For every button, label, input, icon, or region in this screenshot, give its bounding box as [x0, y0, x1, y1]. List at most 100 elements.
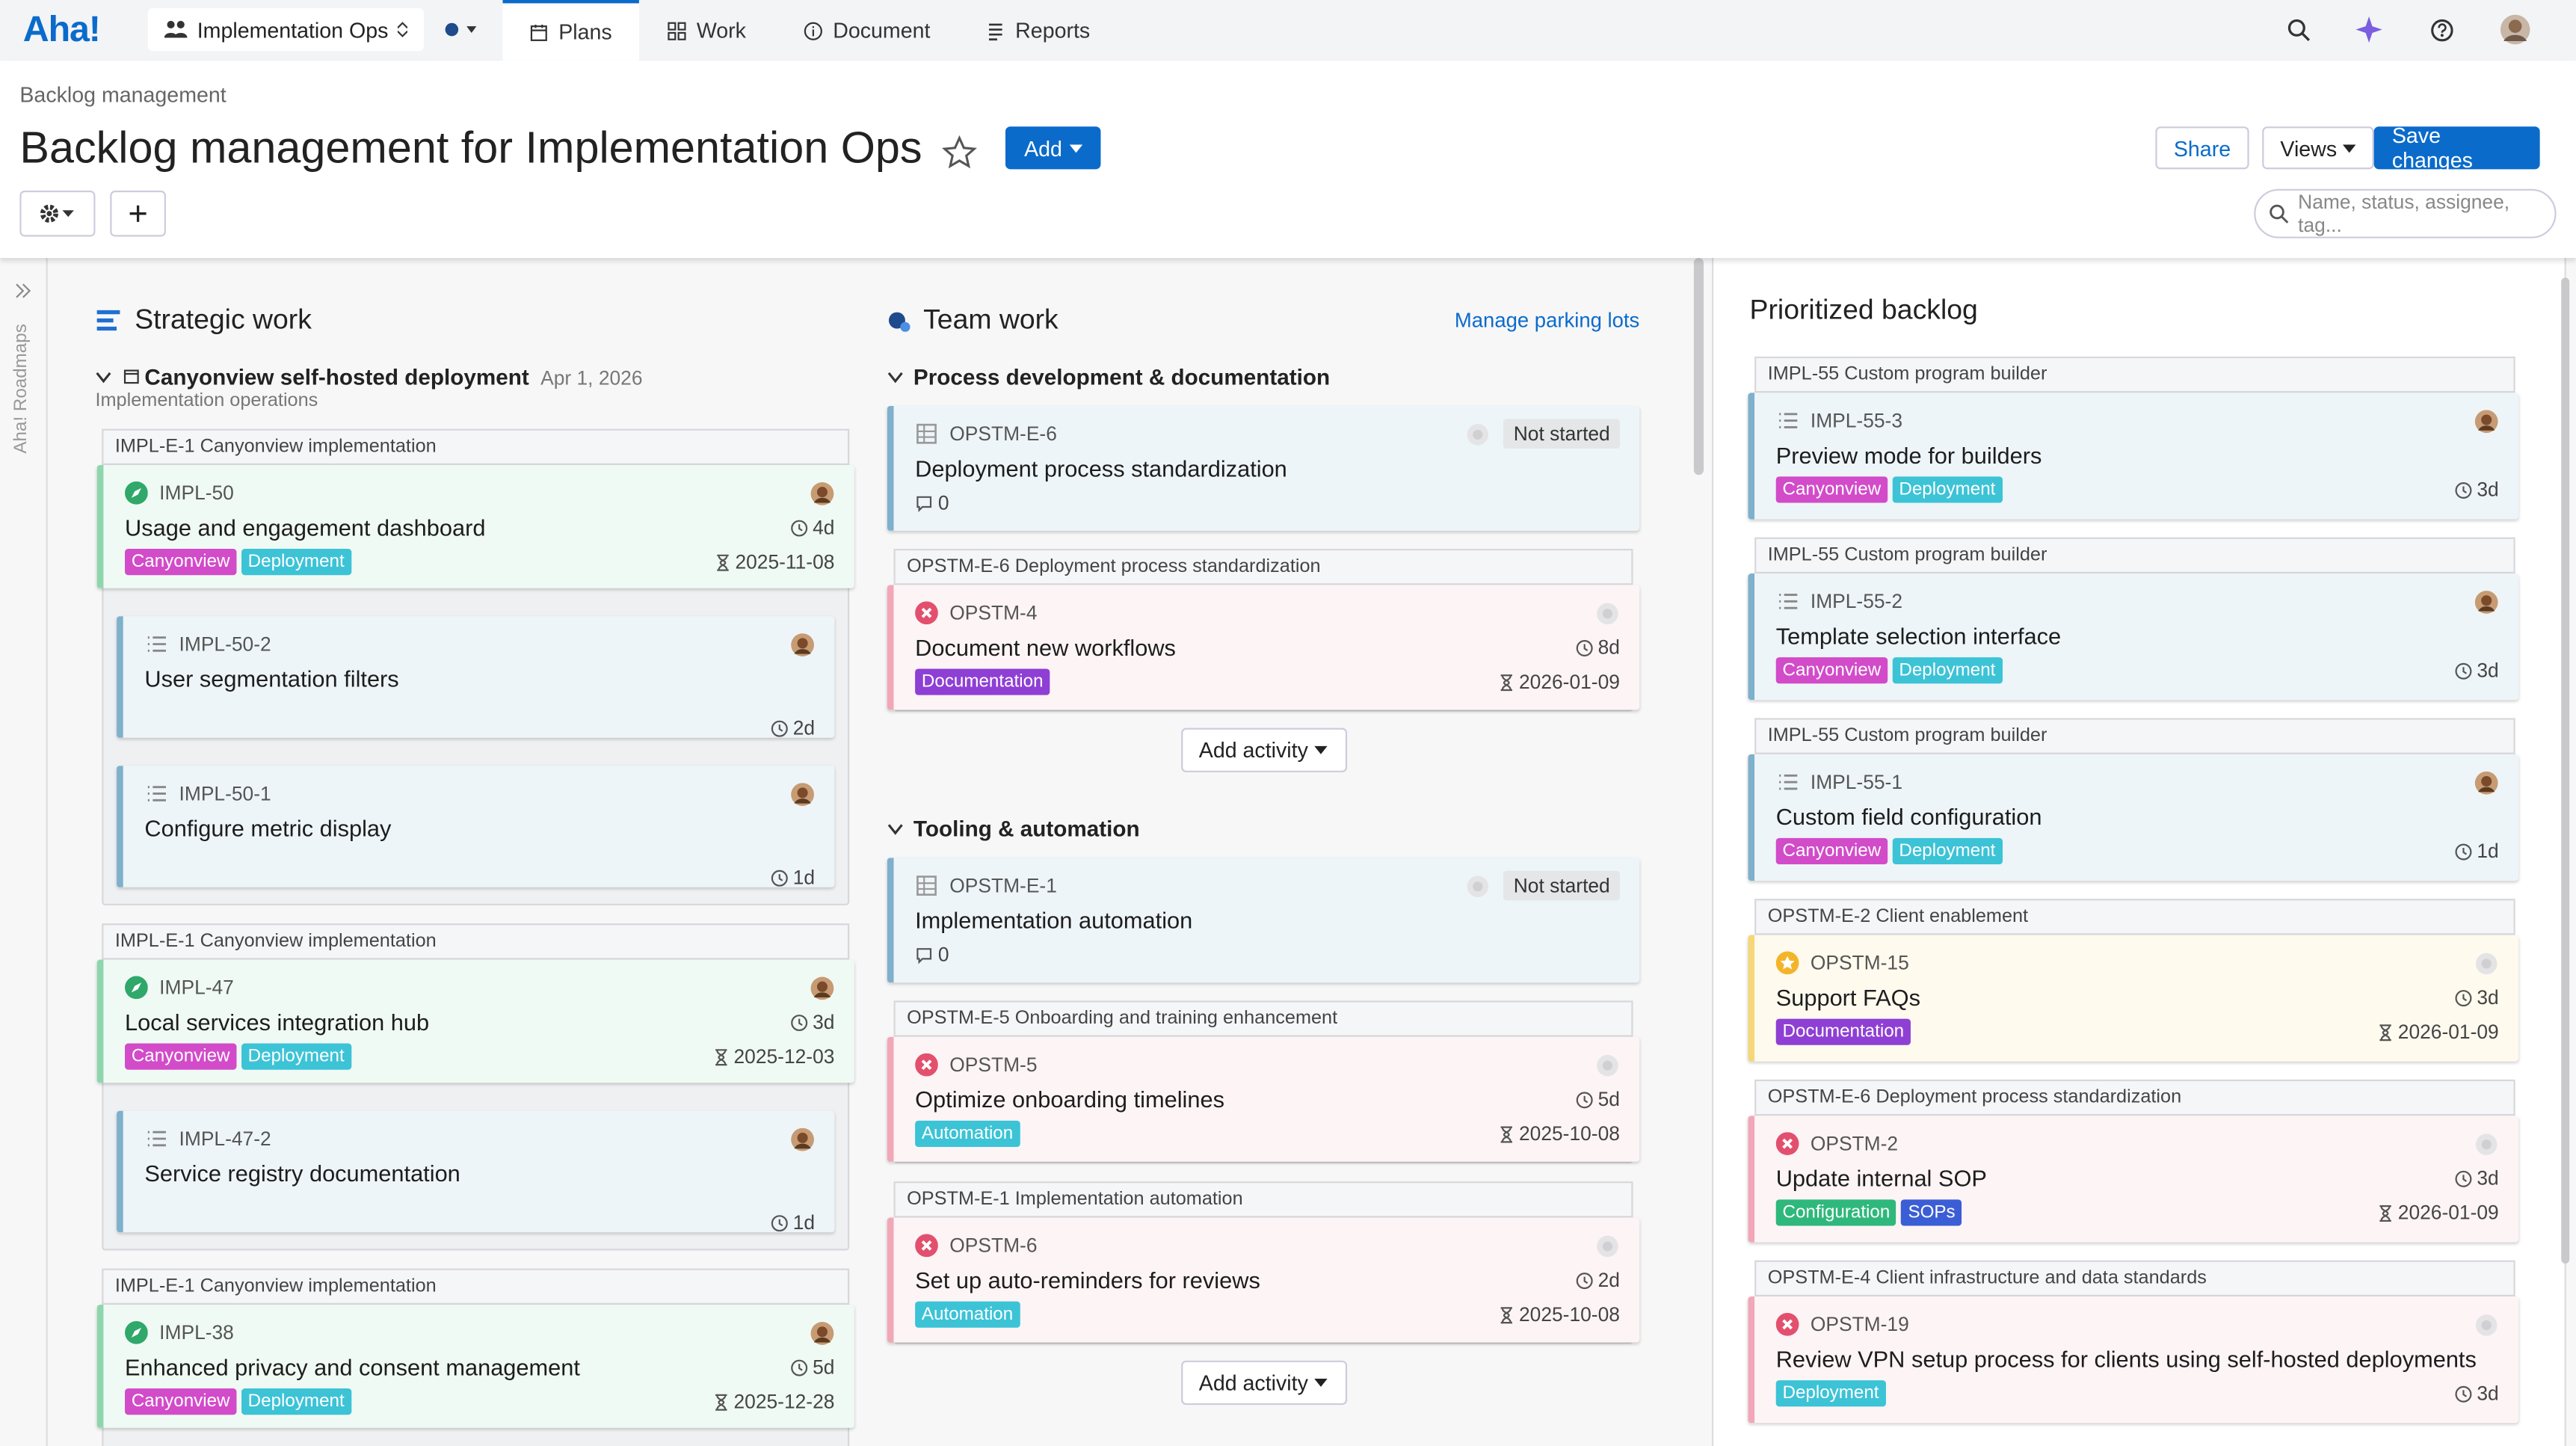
record-id: IMPL-47-2: [144, 1127, 271, 1150]
tag: Canyonview: [1775, 837, 1888, 864]
record-card[interactable]: IMPL-47 Local services integration hub 3d C…: [96, 959, 854, 1083]
card-status: [2474, 950, 2499, 975]
card-title-row: Optimize onboarding timelines 5d: [915, 1084, 1620, 1114]
estimate: 3d: [2454, 1166, 2499, 1190]
record-card[interactable]: IMPL-55-3 Preview mode for builders Canyon…: [1748, 393, 2519, 520]
tag: Canyonview: [1775, 476, 1888, 503]
section-header[interactable]: Process development & documentation: [887, 365, 1640, 390]
tags: 0: [915, 943, 949, 966]
scrollbar[interactable]: [1693, 258, 1704, 476]
share-button[interactable]: Share: [2155, 126, 2249, 170]
workspace-switcher[interactable]: Implementation Ops: [147, 7, 425, 52]
due-date: 2025-11-08: [714, 550, 834, 573]
record-card[interactable]: IMPL-50-2 User segmentation filters 2d: [117, 616, 835, 739]
sidebar[interactable]: Aha! Roadmaps: [0, 258, 48, 1446]
estimate: 3d: [2454, 479, 2499, 501]
tag: Deployment: [1775, 1380, 1886, 1407]
add-activity-button[interactable]: Add activity: [1180, 1360, 1347, 1406]
column-title: Team work: [887, 304, 1059, 337]
record-id-text: OPSTM-E-1: [949, 874, 1057, 897]
scrollbar[interactable]: [2561, 277, 2570, 1264]
hourglass-icon: [715, 1048, 727, 1065]
views-button[interactable]: Views: [2262, 126, 2374, 170]
card-status: [2474, 589, 2499, 614]
record-id-text: IMPL-55-2: [1810, 589, 1903, 613]
status-pill: Not started: [1503, 870, 1620, 901]
record-card[interactable]: OPSTM-5 Optimize onboarding timelines 5d Au…: [887, 1036, 1640, 1162]
record-card[interactable]: OPSTM-15 Support FAQs 3d Documentation 2026-…: [1748, 935, 2519, 1062]
logo[interactable]: Aha!: [22, 7, 101, 49]
record-type-icon: [147, 1130, 166, 1147]
record-card[interactable]: OPSTM-E-6 Not started Deployment process s…: [887, 405, 1640, 531]
record-card[interactable]: OPSTM-19 Review VPN setup process for cli…: [1748, 1296, 2519, 1424]
record-type-icon: [1775, 1132, 1799, 1155]
assignee-avatar: [2475, 1314, 2498, 1335]
card-footer: Automation 2025-10-08: [915, 1299, 1620, 1329]
due-date: 2025-12-28: [712, 1390, 834, 1413]
caret: [1068, 144, 1082, 153]
record-card[interactable]: IMPL-50 Usage and engagement dashboard 4d C…: [96, 464, 854, 588]
estimate-text: 3d: [2477, 1166, 2499, 1190]
comment-icon: [916, 947, 932, 964]
estimate: 1d: [770, 1211, 815, 1234]
ai-icon[interactable]: [2355, 15, 2386, 45]
nav-tab[interactable]: Plans: [502, 0, 638, 61]
record-title: Support FAQs: [1775, 984, 1920, 1011]
add-column-button[interactable]: [110, 190, 166, 237]
strategic-column: Strategic work Canyonview self-hosted dep…: [95, 304, 854, 1446]
record-type-icon: [915, 601, 938, 625]
breadcrumb[interactable]: Backlog management: [19, 81, 227, 107]
add-button[interactable]: Add: [1005, 126, 1101, 170]
record-card[interactable]: OPSTM-6 Set up auto-reminders for reviews…: [887, 1217, 1640, 1343]
nav-tab[interactable]: Work: [641, 0, 772, 61]
plus-icon: [129, 205, 147, 222]
clock-icon: [2454, 1169, 2471, 1187]
parent-header: IMPL-55 Custom program builder: [1754, 718, 2515, 754]
record-title: Update internal SOP: [1775, 1165, 1987, 1192]
assignee-avatar: [1597, 1234, 1618, 1257]
record-card[interactable]: IMPL-55-1 Custom field configuration Canyo…: [1748, 754, 2519, 881]
estimate-text: 3d: [2477, 985, 2499, 1009]
search-input[interactable]: Name, status, assignee, tag...: [2254, 188, 2557, 239]
record-card[interactable]: IMPL-55-2 Template selection interface Can…: [1748, 573, 2519, 701]
record-card[interactable]: OPSTM-E-1 Not started Implementation autom…: [887, 858, 1640, 983]
record-card[interactable]: IMPL-47-2 Service registry documentation 1…: [117, 1110, 835, 1234]
estimate-text: 8d: [1597, 636, 1620, 659]
due-text: 2025-10-08: [1519, 1302, 1620, 1326]
favorite-star[interactable]: [941, 135, 977, 170]
group-body: IMPL-47 Local services integration hub 3d C…: [96, 959, 854, 1249]
nav-tab[interactable]: Document: [777, 0, 957, 61]
section-name: Tooling & automation: [913, 816, 1140, 842]
add-activity-button[interactable]: Add activity: [1180, 727, 1347, 772]
tags: Documentation: [1775, 1018, 1911, 1045]
assignee-avatar: [1467, 875, 1489, 896]
save-button[interactable]: Save changes: [2373, 123, 2540, 173]
help-icon[interactable]: [2429, 18, 2454, 43]
user-avatar[interactable]: [2499, 13, 2532, 46]
record-type-icon: [1775, 951, 1799, 975]
search-icon[interactable]: [2287, 18, 2310, 41]
section-header[interactable]: Tooling & automation: [887, 816, 1640, 841]
card-header: OPSTM-E-6 Not started: [915, 419, 1620, 449]
record-card[interactable]: OPSTM-2 Update internal SOP 3d Configuratio…: [1748, 1116, 2519, 1243]
card-header: IMPL-55-3: [1776, 406, 2499, 436]
due-text: 2025-12-28: [733, 1390, 835, 1414]
clock-icon: [771, 869, 788, 886]
manage-parking-lots[interactable]: Manage parking lots: [1454, 309, 1640, 332]
workspace: Aha! Roadmaps Strategic work Canyonview s…: [0, 258, 2576, 1446]
record-type-icon: [125, 1320, 148, 1344]
tags: Canyonview Deployment: [125, 1388, 351, 1415]
settings-button[interactable]: [19, 190, 96, 237]
record-card[interactable]: OPSTM-4 Document new workflows 8d Documenta…: [887, 585, 1640, 710]
tag: Canyonview: [125, 1043, 237, 1070]
card-title-row: User segmentation filters: [144, 664, 815, 694]
save-label: Save changes: [2391, 123, 2473, 173]
estimate: 3d: [2454, 986, 2499, 1009]
nav-tab[interactable]: Reports: [959, 0, 1116, 61]
workspace-menu[interactable]: [443, 18, 479, 49]
tab-label: Document: [833, 18, 931, 43]
record-card[interactable]: IMPL-50-1 Configure metric display 1d: [117, 766, 835, 889]
record-card[interactable]: IMPL-38 Enhanced privacy and consent mana…: [96, 1304, 854, 1428]
assignee-avatar: [1597, 1053, 1618, 1076]
record-id-text: IMPL-47: [159, 976, 234, 1000]
